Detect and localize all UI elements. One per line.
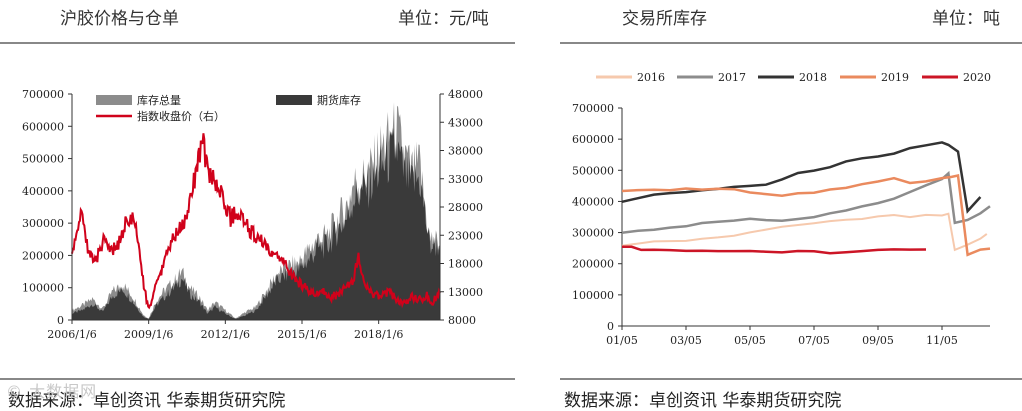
y-tick-label: 300000 <box>572 227 614 240</box>
right-header-rule <box>560 42 1022 44</box>
left-chart-panel: 沪胶价格与仓单 单位：元/吨 0 100000 200000 300000 400000… <box>0 9 515 411</box>
x-tick-label: 2015/1/6 <box>277 328 326 341</box>
left-footer-rule <box>0 378 515 380</box>
legend-swatch-total-stock <box>96 95 132 105</box>
legend-label-2016: 2016 <box>637 71 665 84</box>
right-y-tick-label: 23000 <box>448 229 483 242</box>
legend-label-2017: 2017 <box>718 71 746 84</box>
right-y-tick-label: 33000 <box>448 173 483 186</box>
y-tick-label: 700000 <box>572 102 614 115</box>
right-y-tick-label: 18000 <box>448 258 483 271</box>
legend-label-2020: 2020 <box>963 71 991 84</box>
right-footer-rule <box>560 378 1022 380</box>
x-tick-label: 2018/1/6 <box>354 328 403 341</box>
y-tick-label: 400000 <box>572 195 614 208</box>
y-tick-label: 500000 <box>572 164 614 177</box>
x-tick-label: 03/05 <box>670 334 702 347</box>
x-tick-label: 2009/1/6 <box>124 328 173 341</box>
left-y-tick-label: 300000 <box>22 217 64 230</box>
y-tick-label: 0 <box>607 320 614 333</box>
right-chart-svg: 0 100000 200000 300000 400000 500000 600000 700… <box>572 71 991 347</box>
left-y-tick-label: 400000 <box>22 185 64 198</box>
line-series-2017 <box>621 170 991 234</box>
watermark-text: © 大数据网 <box>6 382 98 401</box>
legend-label-2018: 2018 <box>799 71 827 84</box>
y-tick-label: 100000 <box>572 289 614 302</box>
left-y-tick-label: 200000 <box>22 249 64 262</box>
right-y-tick-label: 48000 <box>448 88 483 101</box>
x-tick-label: 2012/1/6 <box>201 328 250 341</box>
right-y-tick-label: 38000 <box>448 145 483 158</box>
legend-swatch-futures-stock <box>276 95 312 105</box>
right-y-tick-label: 28000 <box>448 201 483 214</box>
left-chart-unit: 单位：元/吨 <box>398 9 489 29</box>
legend-label-2019: 2019 <box>881 71 909 84</box>
right-chart-panel: 交易所库存 单位：吨 0 100000 200000 300000 400000 5000… <box>560 0 1022 411</box>
legend-label-total-stock: 库存总量 <box>137 93 181 107</box>
area-series-futures-stock <box>72 127 440 321</box>
line-series-2019 <box>621 173 991 257</box>
x-tick-label: 11/05 <box>926 334 958 347</box>
y-tick-label: 600000 <box>572 133 614 146</box>
line-series-2020 <box>621 245 927 255</box>
left-y-tick-label: 600000 <box>22 120 64 133</box>
x-tick-label: 07/05 <box>798 334 830 347</box>
x-tick-label: 01/05 <box>606 334 638 347</box>
left-y-tick-label: 0 <box>57 314 64 327</box>
left-y-tick-label: 700000 <box>22 88 64 101</box>
right-y-tick-label: 13000 <box>448 286 483 299</box>
line-series-index-close <box>71 133 441 310</box>
left-header-rule <box>0 42 515 44</box>
left-chart-title: 沪胶价格与仓单 <box>60 9 179 29</box>
left-source-text: 数据来源：卓创资讯 华泰期货研究院 <box>8 391 286 411</box>
x-tick-label: 2006/1/6 <box>47 328 96 341</box>
right-y-tick-label: 8000 <box>448 314 476 327</box>
line-series-2018 <box>621 141 982 214</box>
line-series-2016 <box>621 212 988 252</box>
right-source-text: 数据来源：卓创资讯 华泰期货研究院 <box>564 391 842 411</box>
left-chart-svg: 0 100000 200000 300000 400000 500000 600000 700… <box>22 88 483 341</box>
legend-label-futures-stock: 期货库存 <box>317 93 361 107</box>
right-y-tick-label: 43000 <box>448 116 483 129</box>
right-chart-title: 交易所库存 <box>622 9 707 29</box>
right-chart-unit: 单位：吨 <box>932 9 1000 29</box>
left-y-tick-label: 500000 <box>22 153 64 166</box>
y-tick-label: 200000 <box>572 258 614 271</box>
x-tick-label: 09/05 <box>862 334 894 347</box>
x-tick-label: 05/05 <box>734 334 766 347</box>
legend-label-index-close: 指数收盘价（右） <box>137 109 225 123</box>
left-y-tick-label: 100000 <box>22 282 64 295</box>
